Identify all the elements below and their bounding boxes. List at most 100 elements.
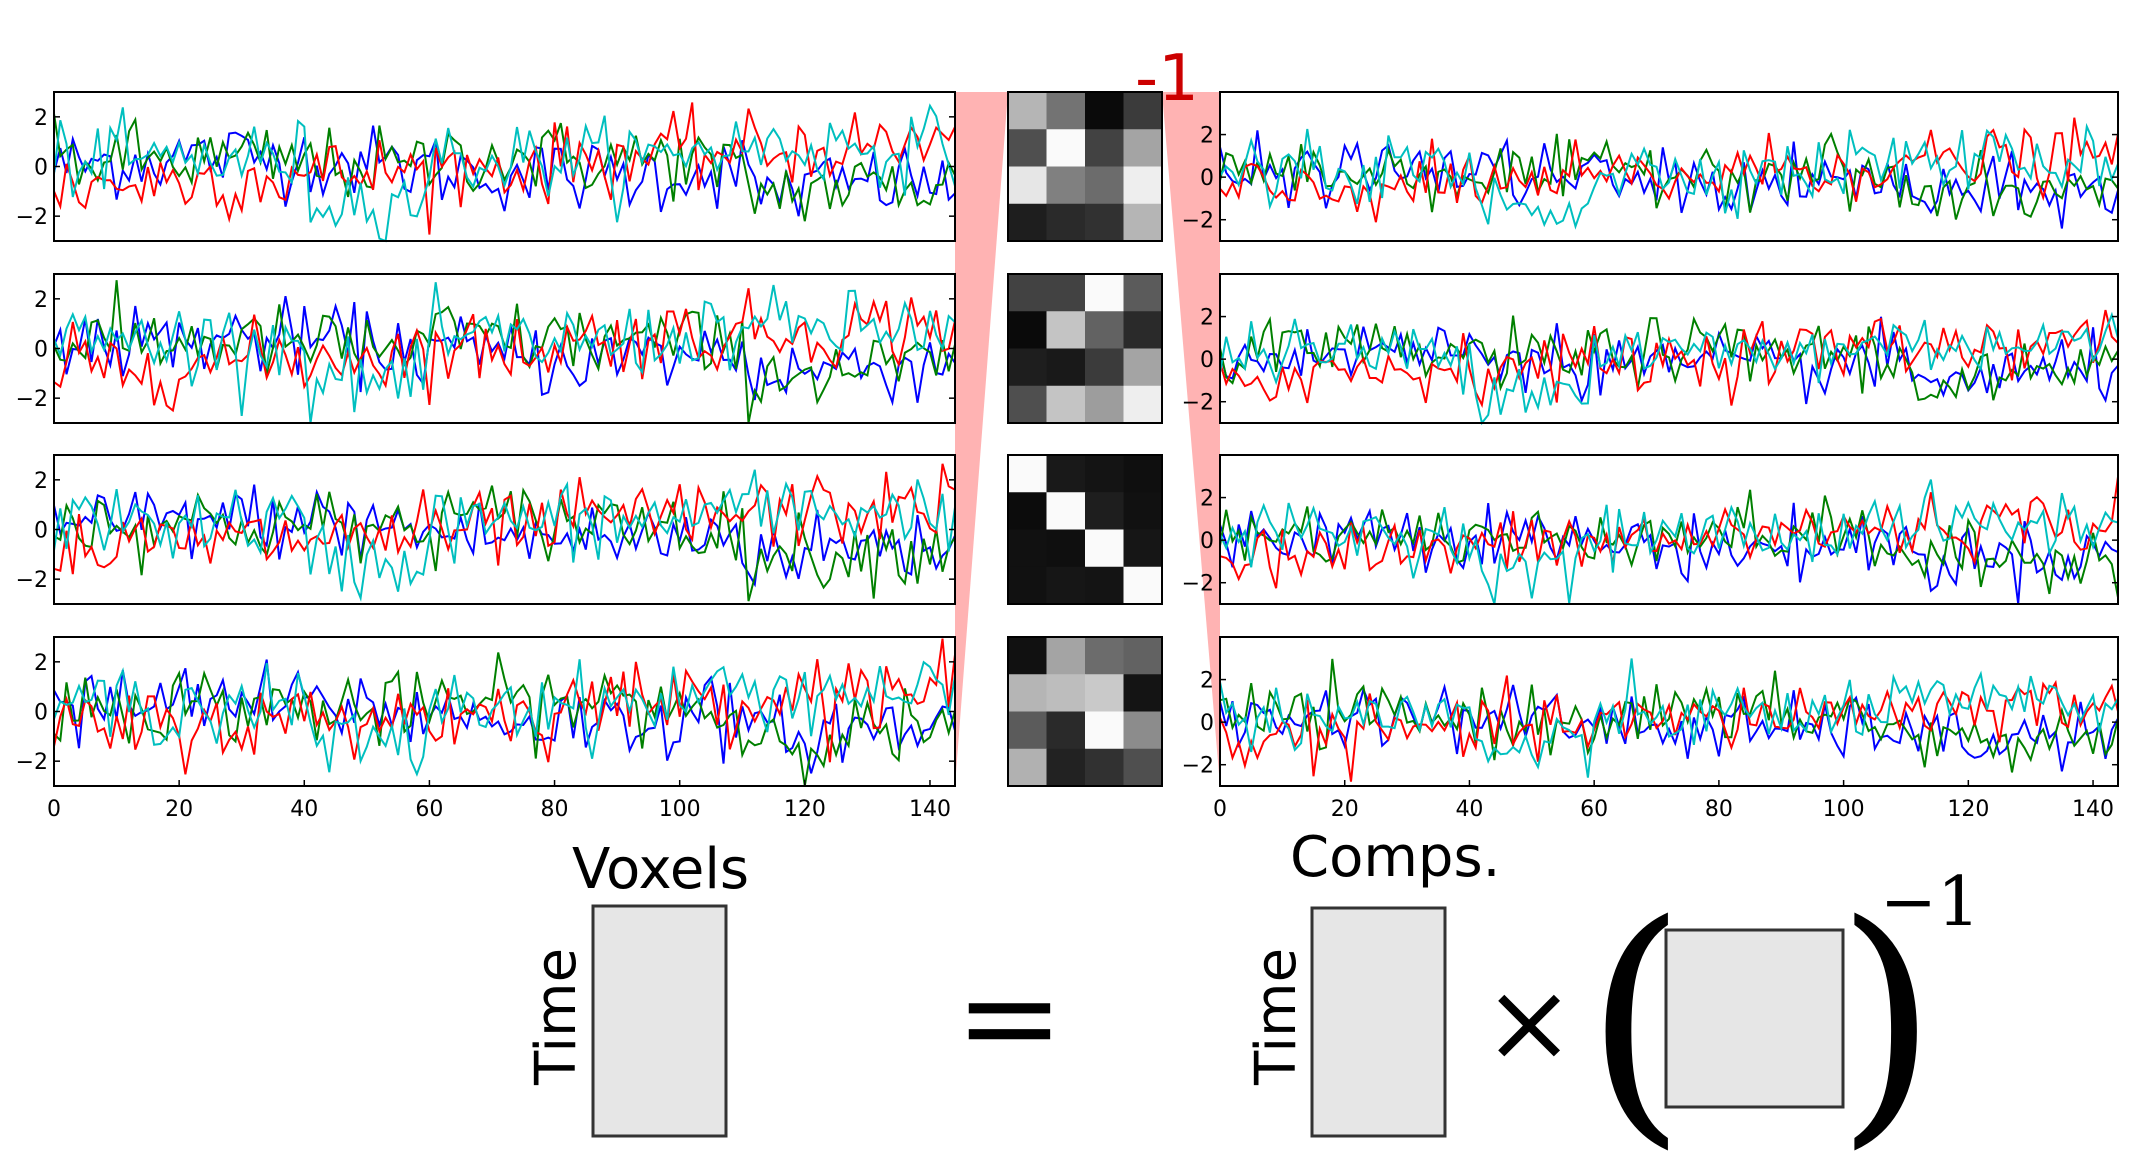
series-line	[54, 106, 955, 241]
x-tick-label: 0	[47, 797, 61, 822]
matrix-cell	[1047, 492, 1086, 530]
matrix-cell	[1085, 674, 1124, 712]
matrix-cell	[1124, 674, 1163, 712]
matrix-cell	[1124, 455, 1163, 493]
matrix-cell	[1124, 749, 1163, 787]
y-tick-label: −2	[1182, 209, 1214, 234]
matrix-cell	[1047, 129, 1086, 167]
matrix-cell	[1124, 567, 1163, 605]
matrix-cell	[1008, 530, 1047, 568]
matrix-cell	[1008, 567, 1047, 605]
left-panels-panel-1: 2 0 −2	[16, 92, 955, 241]
left-panels: 20−220−220−220−20 20 40 60 80 100 120 140	[16, 92, 955, 822]
right-panels-panel-4: 20−20 20 40 60 80 100 120 140	[1182, 637, 2118, 822]
x-tick-label: 40	[290, 797, 318, 822]
matrix-cell	[1085, 204, 1124, 242]
data-matrix	[593, 906, 726, 1136]
x-tick-label: 120	[784, 797, 826, 822]
equation: Voxels Time = Comps. Time × ( ) −1	[524, 825, 1980, 1167]
matrix-cell	[1085, 349, 1124, 387]
y-tick-label: 0	[34, 338, 48, 363]
left-panels-panel-4: 20−20 20 40 60 80 100 120 140	[16, 637, 955, 822]
right-panels: 20−220−220−220−20 20 40 60 80 100 120 140	[1182, 92, 2118, 822]
matrix-cell	[1047, 204, 1086, 242]
y-tick-label: 0	[34, 701, 48, 726]
y-tick-label: 2	[1200, 669, 1214, 694]
mixing-matrix-box	[1666, 930, 1843, 1107]
y-tick-label: −2	[16, 750, 48, 775]
right-panels-panel-2: 2 0 −2	[1182, 274, 2118, 423]
matrix-cell	[1047, 712, 1086, 750]
matrix-cell	[1085, 567, 1124, 605]
y-tick-label: 2	[34, 469, 48, 494]
inverse-superscript: -1	[1135, 42, 1199, 116]
matrix-cell	[1047, 386, 1086, 424]
y-tick-label: −2	[16, 387, 48, 412]
y-tick-label: 2	[1200, 306, 1214, 331]
equals-sign: =	[955, 941, 1064, 1093]
y-tick-label: −2	[1182, 754, 1214, 779]
matrix-cell	[1008, 674, 1047, 712]
matrix-cell	[1124, 274, 1163, 312]
y-tick-label: 2	[34, 106, 48, 131]
y-tick-label: 2	[34, 288, 48, 313]
matrix-cell	[1085, 455, 1124, 493]
mixing-matrix-3	[1008, 455, 1163, 605]
y-tick-label: 0	[1200, 166, 1214, 191]
matrix-cell	[1124, 637, 1163, 675]
panel-frame	[54, 637, 955, 786]
left-panels-panel-3: 2 0 −2	[16, 455, 955, 604]
matrix-cell	[1047, 674, 1086, 712]
x-tick-label: 80	[541, 797, 569, 822]
x-tick-label: 20	[165, 797, 193, 822]
left-panels-panel-2: 2 0 −2	[16, 274, 955, 423]
series-line	[1220, 118, 2118, 223]
x-tick-label: 140	[2072, 797, 2114, 822]
matrix-cell	[1008, 386, 1047, 424]
matrix-cell	[1124, 386, 1163, 424]
source-matrix	[1312, 908, 1445, 1136]
matrix-cell	[1124, 712, 1163, 750]
matrix-cell	[1047, 530, 1086, 568]
matrix-cell	[1047, 274, 1086, 312]
y-tick-label: 0	[34, 156, 48, 181]
y-tick-label: −2	[1182, 572, 1214, 597]
matrix-cell	[1124, 167, 1163, 205]
y-tick-label: 0	[34, 519, 48, 544]
y-tick-label: −2	[16, 205, 48, 230]
series-line	[1220, 480, 2118, 604]
inverse-exponent: −1	[1880, 863, 1980, 942]
x-tick-label: 60	[415, 797, 443, 822]
matrix-cell	[1085, 274, 1124, 312]
matrix-cell	[1047, 455, 1086, 493]
series-line	[1220, 685, 2118, 771]
matrix-cell	[1008, 311, 1047, 349]
x-tick-label: 0	[1213, 797, 1227, 822]
matrix-cell	[1085, 167, 1124, 205]
x-tick-label: 60	[1580, 797, 1608, 822]
x-tick-label: 80	[1705, 797, 1733, 822]
right-panels-panel-1: 20−2	[1182, 92, 2118, 241]
matrix-cell	[1085, 129, 1124, 167]
x-tick-label: 20	[1331, 797, 1359, 822]
mixing-matrix-2	[1008, 274, 1163, 424]
matrix-cell	[1085, 311, 1124, 349]
series-line	[54, 126, 955, 217]
matrix-cell	[1047, 167, 1086, 205]
matrix-cell	[1124, 349, 1163, 387]
y-tick-label: 2	[1200, 487, 1214, 512]
x-tick-label: 140	[909, 797, 951, 822]
y-tick-label: −2	[16, 568, 48, 593]
matrix-cell	[1085, 712, 1124, 750]
matrix-cell	[1008, 204, 1047, 242]
x-tick-label: 120	[1947, 797, 1989, 822]
times-sign: ×	[1483, 958, 1575, 1086]
y-tick-label: −2	[1182, 391, 1214, 416]
right-panels-panel-3: 20−2	[1182, 455, 2118, 604]
x-tick-label: 100	[1823, 797, 1865, 822]
matrix-cell	[1008, 492, 1047, 530]
matrix-cell	[1124, 204, 1163, 242]
matrix-cell	[1008, 637, 1047, 675]
matrix-cell	[1008, 167, 1047, 205]
y-tick-label: 0	[1200, 348, 1214, 373]
